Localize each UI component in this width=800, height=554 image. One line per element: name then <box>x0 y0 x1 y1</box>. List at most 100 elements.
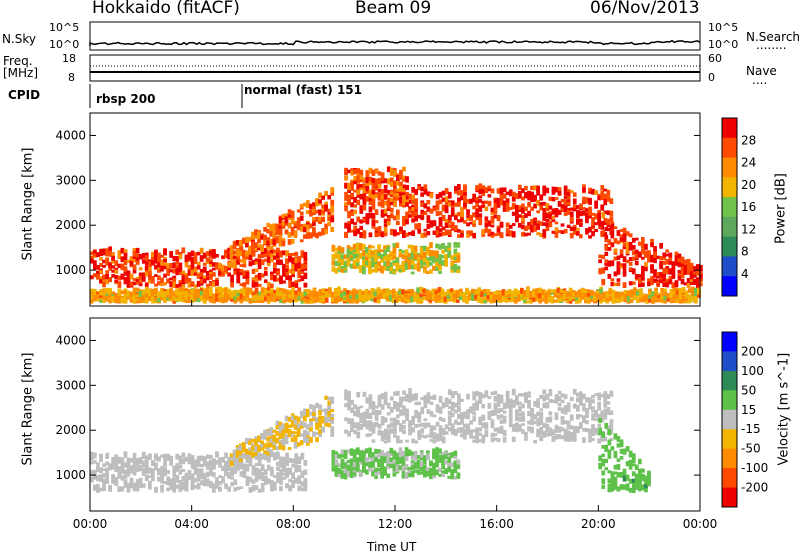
echo-cell <box>444 229 449 236</box>
cpid-mode-1: rbsp 200 <box>96 92 156 106</box>
echo-cell <box>559 292 564 299</box>
echo-cell <box>233 297 238 304</box>
echo-cell <box>368 264 372 270</box>
nave-tick-high: 60 <box>708 52 722 65</box>
echo-cell <box>193 297 198 302</box>
echo-cell <box>288 291 292 295</box>
echo-cell <box>457 212 461 217</box>
echo-cell <box>202 277 207 284</box>
echo-cell <box>617 292 622 299</box>
echo-cell <box>254 268 259 272</box>
echo-cell <box>450 204 455 208</box>
echo-cell <box>278 225 283 229</box>
echo-cell <box>276 478 280 483</box>
echo-cell <box>187 453 192 459</box>
echo-cell <box>324 298 329 303</box>
echo-cell <box>353 230 357 236</box>
echo-cell <box>460 195 464 201</box>
echo-cell <box>386 178 391 185</box>
echo-cell <box>309 203 313 210</box>
echo-cell <box>435 226 440 230</box>
echo-cell <box>279 259 283 265</box>
echo-cell <box>233 267 238 272</box>
echo-cell <box>374 255 378 263</box>
echo-cell <box>148 277 152 281</box>
echo-cell <box>435 243 439 249</box>
echo-cell <box>199 474 204 480</box>
echo-cell <box>362 177 367 182</box>
echo-cell <box>309 300 314 304</box>
echo-cell <box>554 221 559 225</box>
echo-cell <box>358 294 363 297</box>
echo-cell <box>120 290 125 294</box>
echo-cell <box>674 255 679 259</box>
echo-cell <box>114 275 119 280</box>
echo-cell <box>373 298 378 303</box>
echo-cell <box>645 299 649 304</box>
echo-cell <box>154 288 158 295</box>
echo-cell <box>426 231 431 236</box>
echo-cell <box>662 252 667 257</box>
echo-cell <box>584 299 588 304</box>
echo-cell <box>117 275 122 281</box>
echo-cell <box>541 295 546 299</box>
echo-cell <box>160 467 164 473</box>
echo-cell <box>306 227 310 231</box>
echo-cell <box>297 264 302 269</box>
echo-cell <box>163 263 167 270</box>
echo-cell <box>593 295 597 301</box>
echo-cell <box>598 259 602 264</box>
echo-cell <box>117 285 122 288</box>
echo-cell <box>508 230 513 237</box>
echo-cell <box>114 454 119 459</box>
echo-cell <box>416 266 421 272</box>
echo-cell <box>603 195 608 199</box>
echo-cell <box>489 292 494 297</box>
echo-cell <box>266 287 271 293</box>
echo-cell <box>251 241 255 247</box>
echo-cell <box>230 482 234 487</box>
echo-cell <box>154 283 158 287</box>
echo-cell <box>689 269 694 275</box>
echo-cell <box>404 249 409 255</box>
echo-cell <box>568 299 573 304</box>
echo-cell <box>190 281 195 286</box>
echo-cell <box>389 267 394 272</box>
echo-cell <box>175 288 180 295</box>
echo-cell <box>141 451 146 458</box>
echo-cell <box>129 296 134 300</box>
echo-cell <box>616 278 621 282</box>
echo-cell <box>132 464 137 469</box>
echo-cell <box>362 232 367 239</box>
echo-cell <box>129 458 134 463</box>
echo-cell <box>420 215 425 220</box>
echo-cell <box>604 244 609 251</box>
echo-cell <box>303 291 308 297</box>
echo-cell <box>423 269 427 274</box>
echo-cell <box>105 461 109 466</box>
echo-cell <box>460 217 464 221</box>
echo-cell <box>447 250 452 255</box>
echo-cell <box>330 201 335 207</box>
echo-cell <box>294 298 299 303</box>
echo-cell <box>309 212 313 217</box>
echo-cell <box>187 269 192 276</box>
echo-cell <box>157 478 161 482</box>
echo-cell <box>569 217 574 222</box>
echo-cell <box>270 481 274 486</box>
echo-cell <box>576 214 580 219</box>
echo-cell <box>221 255 225 259</box>
echo-cell <box>582 184 586 191</box>
echo-cell <box>569 190 574 194</box>
echo-cell <box>288 283 292 288</box>
echo-cell <box>454 190 458 194</box>
echo-cell <box>368 232 373 238</box>
echo-cell <box>263 289 268 293</box>
echo-cell <box>181 290 186 295</box>
echo-cell <box>678 297 683 301</box>
echo-cell <box>402 196 406 201</box>
echo-cell <box>413 245 418 251</box>
echo-cell <box>677 275 682 281</box>
echo-cell <box>111 274 115 278</box>
echo-cell <box>452 293 457 299</box>
